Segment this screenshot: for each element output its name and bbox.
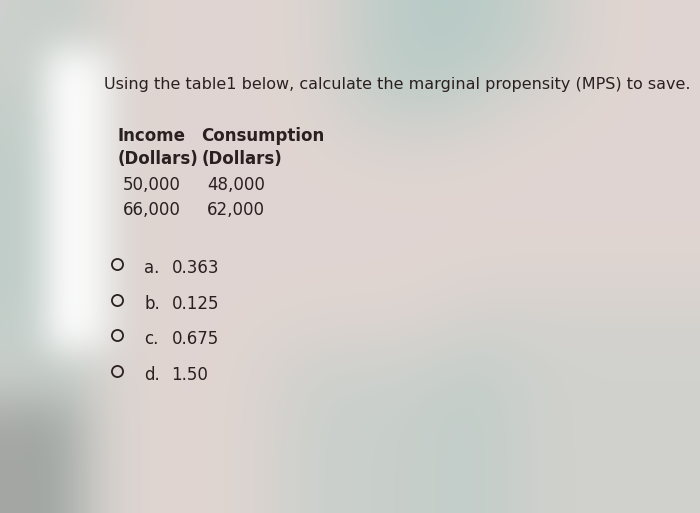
- Text: 1.50: 1.50: [172, 366, 209, 384]
- Text: 50,000: 50,000: [122, 176, 181, 194]
- Text: 48,000: 48,000: [207, 176, 265, 194]
- Text: a.: a.: [144, 259, 160, 277]
- Text: 66,000: 66,000: [122, 201, 181, 219]
- Text: d.: d.: [144, 366, 160, 384]
- Text: (Dollars): (Dollars): [118, 150, 198, 168]
- Text: b.: b.: [144, 294, 160, 312]
- Text: (Dollars): (Dollars): [202, 150, 282, 168]
- Text: 0.125: 0.125: [172, 294, 219, 312]
- Text: Using the table1 below, calculate the marginal propensity (MPS) to save.: Using the table1 below, calculate the ma…: [104, 77, 690, 92]
- Text: 0.675: 0.675: [172, 330, 219, 348]
- Text: 0.363: 0.363: [172, 259, 219, 277]
- Text: c.: c.: [144, 330, 159, 348]
- Text: 62,000: 62,000: [207, 201, 265, 219]
- Text: Consumption: Consumption: [202, 127, 325, 145]
- Text: Income: Income: [118, 127, 186, 145]
